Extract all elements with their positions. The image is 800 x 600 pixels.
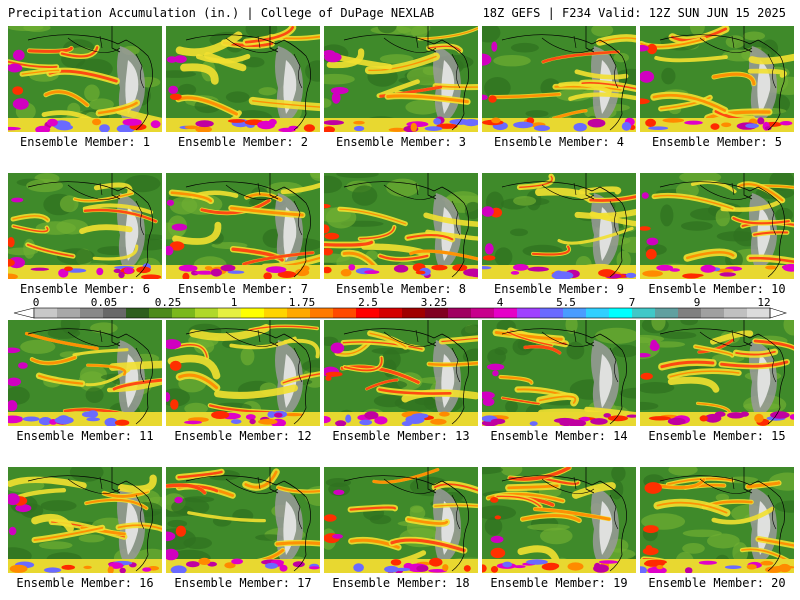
colorbar-swatch [333,308,357,318]
colorbar-tick-label: 9 [693,296,701,309]
ensemble-member-map [8,467,162,573]
ensemble-member-label: Ensemble Member: 14 [490,429,628,443]
ensemble-member-label: Ensemble Member: 6 [19,282,151,296]
colorbar-tick-label: 1.75 [288,296,316,309]
ensemble-member-map [8,173,162,279]
colorbar-tick-label: 0 [32,296,40,309]
colorbar-swatch [57,308,81,318]
ensemble-member-map [8,320,162,426]
colorbar-tick-label: 0.25 [154,296,182,309]
ensemble-member-label: Ensemble Member: 16 [16,576,154,590]
colorbar-swatch [195,308,219,318]
colorbar-swatch [563,308,587,318]
colorbar-swatch [34,308,58,318]
ensemble-member-map [482,320,636,426]
colorbar-swatch [632,308,656,318]
colorbar-swatch [586,308,610,318]
colorbar-swatch [609,308,633,318]
colorbar-swatch [126,308,150,318]
colorbar-swatch [103,308,127,318]
colorbar-swatch [310,308,334,318]
ensemble-member-map [166,173,320,279]
ensemble-member-label: Ensemble Member: 4 [493,135,625,149]
ensemble-member-label: Ensemble Member: 13 [332,429,470,443]
colorbar-swatch [448,308,472,318]
ensemble-member-label: Ensemble Member: 12 [174,429,312,443]
ensemble-member-map [640,26,794,132]
colorbar-tick-label: 4 [496,296,504,309]
ensemble-member-label: Ensemble Member: 2 [177,135,309,149]
ensemble-member-label: Ensemble Member: 17 [174,576,312,590]
colorbar-tick-label: 5.5 [556,296,576,309]
colorbar-swatch [287,308,311,318]
ensemble-member-map [640,320,794,426]
ensemble-member-map [482,467,636,573]
colorbar-swatch [678,308,702,318]
map-title: Precipitation Accumulation (in.) | Colle… [8,6,435,20]
colorbar-swatch [701,308,725,318]
ensemble-member-map [166,467,320,573]
ensemble-member-label: Ensemble Member: 15 [648,429,786,443]
ensemble-member-map [640,173,794,279]
colorbar-swatch [402,308,426,318]
colorbar-tick-label: 12 [757,296,771,309]
ensemble-member-label: Ensemble Member: 18 [332,576,470,590]
ensemble-member-map [324,320,478,426]
colorbar-tick-label: 1 [230,296,238,309]
ensemble-member-label: Ensemble Member: 8 [335,282,467,296]
colorbar-tick-label: 7 [628,296,636,309]
ensemble-member-map [324,26,478,132]
ensemble-member-label: Ensemble Member: 19 [490,576,628,590]
colorbar-swatch [149,308,173,318]
colorbar-swatch [172,308,196,318]
colorbar-tick-label: 0.05 [90,296,118,309]
ensemble-member-label: Ensemble Member: 11 [16,429,154,443]
ensemble-member-map [166,320,320,426]
colorbar-swatch [494,308,518,318]
ensemble-member-label: Ensemble Member: 10 [648,282,786,296]
colorbar-swatch [425,308,449,318]
colorbar-swatch [724,308,748,318]
colorbar-swatch [218,308,242,318]
colorbar-max-arrow [769,307,788,319]
colorbar-swatch [241,308,265,318]
colorbar-swatch [379,308,403,318]
ensemble-member-label: Ensemble Member: 9 [493,282,625,296]
colorbar-swatch [471,308,495,318]
colorbar-min-arrow [13,307,35,319]
colorbar-swatch [540,308,564,318]
colorbar-swatch [517,308,541,318]
ensemble-member-map [166,26,320,132]
ensemble-member-label: Ensemble Member: 20 [648,576,786,590]
ensemble-member-map [324,467,478,573]
ensemble-member-map [482,26,636,132]
colorbar-swatch [747,308,771,318]
ensemble-member-map [640,467,794,573]
ensemble-member-map [482,173,636,279]
colorbar [13,307,788,319]
header: Precipitation Accumulation (in.) | Colle… [0,0,800,24]
ensemble-member-map [324,173,478,279]
colorbar-swatch [264,308,288,318]
colorbar-tick-label: 3.25 [420,296,448,309]
colorbar-swatch [356,308,380,318]
ensemble-member-label: Ensemble Member: 5 [651,135,783,149]
ensemble-member-label: Ensemble Member: 3 [335,135,467,149]
ensemble-member-label: Ensemble Member: 1 [19,135,151,149]
colorbar-swatch [80,308,104,318]
colorbar-tick-label: 2.5 [358,296,378,309]
run-info: 18Z GEFS | F234 Valid: 12Z SUN JUN 15 20… [482,6,786,20]
colorbar-swatch [655,308,679,318]
ensemble-member-label: Ensemble Member: 7 [177,282,309,296]
ensemble-member-map [8,26,162,132]
